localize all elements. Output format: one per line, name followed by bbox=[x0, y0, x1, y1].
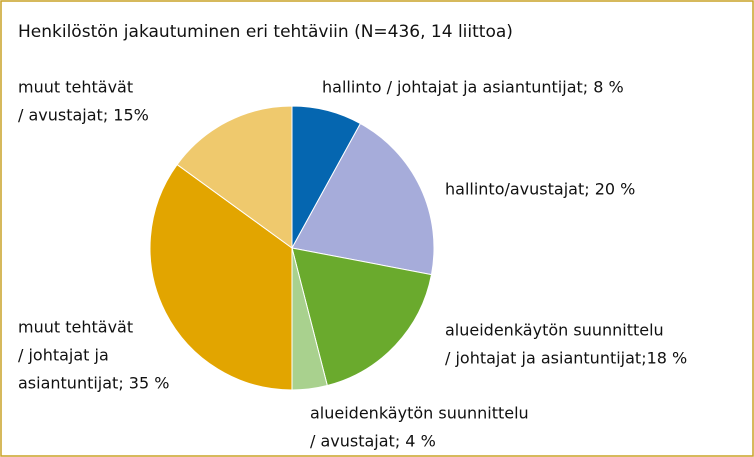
data-label: / avustajat; 15% bbox=[18, 106, 149, 125]
data-label: alueidenkäytön suunnittelu bbox=[310, 404, 529, 423]
pie-slice bbox=[176, 105, 293, 249]
data-label: muut tehtävät bbox=[18, 318, 133, 337]
chart-title: Henkilöstön jakautuminen eri tehtäviin (… bbox=[18, 22, 513, 42]
data-label: / johtajat ja asiantuntijat;18 % bbox=[445, 349, 687, 368]
data-label: muut tehtävät bbox=[18, 78, 133, 97]
data-label: / avustajat; 4 % bbox=[310, 432, 436, 451]
data-label: hallinto / johtajat ja asiantuntijat; 8 … bbox=[322, 78, 624, 97]
data-label: / johtajat ja bbox=[18, 346, 109, 365]
pie-slice bbox=[149, 163, 293, 391]
data-label: alueidenkäytön suunnittelu bbox=[445, 321, 664, 340]
pie-slice bbox=[291, 122, 435, 276]
pie-slice bbox=[291, 247, 433, 387]
data-label: hallinto/avustajat; 20 % bbox=[445, 180, 635, 199]
data-label: asiantuntijat; 35 % bbox=[18, 374, 169, 393]
